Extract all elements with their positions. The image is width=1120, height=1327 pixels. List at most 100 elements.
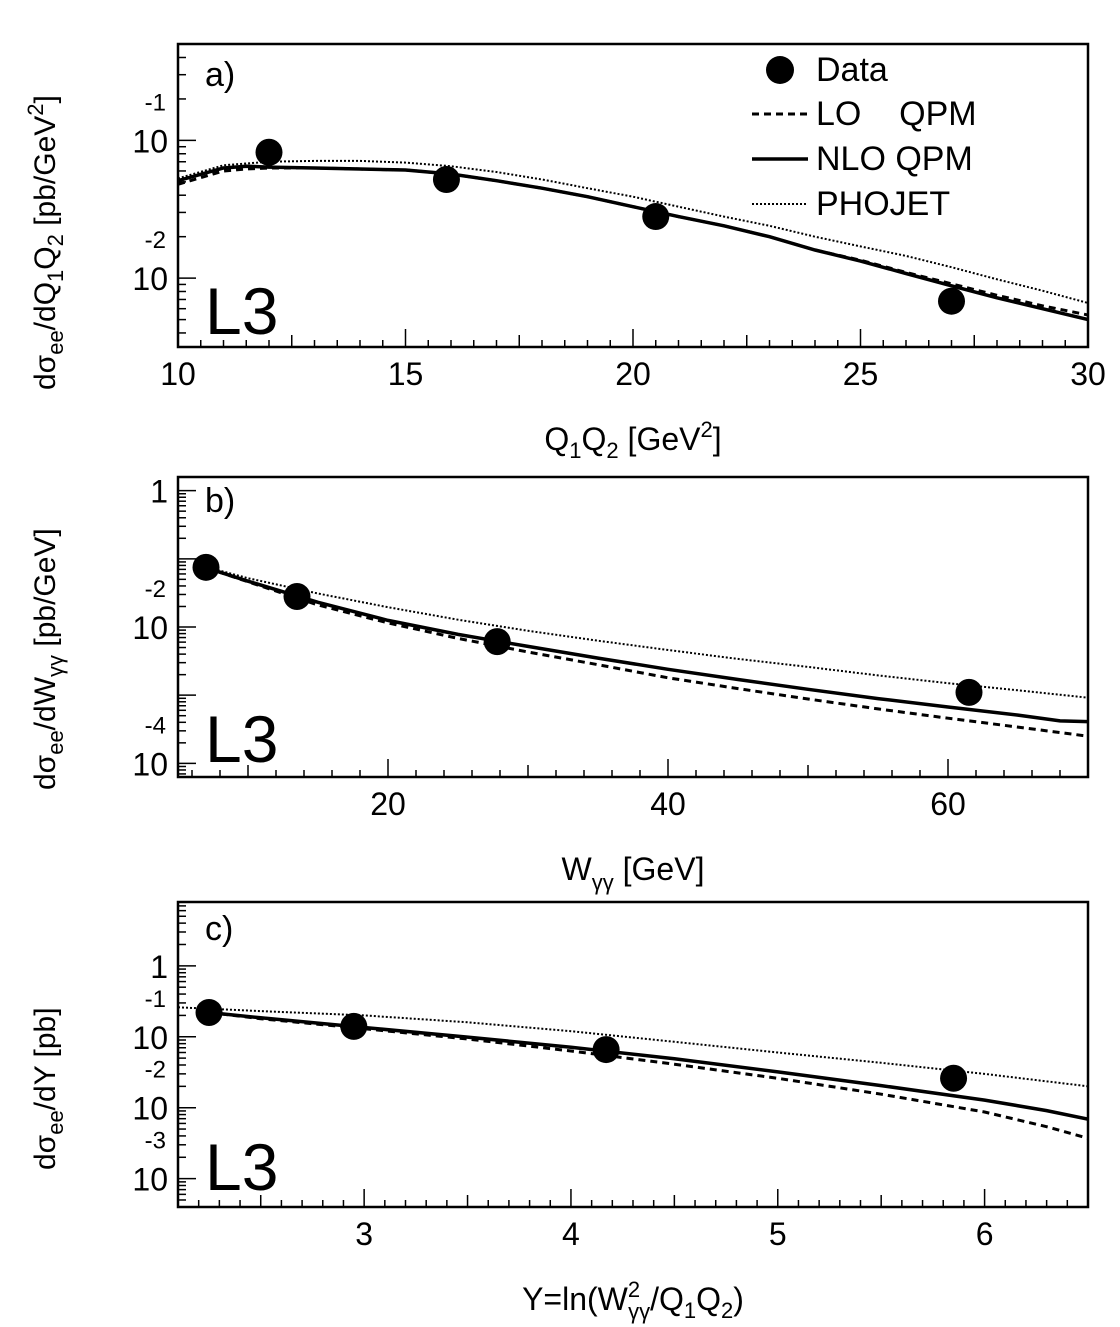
panel-c-y-tick-label: 10-1 bbox=[132, 986, 168, 1056]
panel-a-data-points bbox=[255, 138, 965, 315]
panel-b-y-tick-label: 10-2 bbox=[132, 576, 168, 646]
panel-c-data-point bbox=[340, 1012, 368, 1040]
panel-a-y-tick-label: 10-2 bbox=[132, 227, 168, 297]
panel-b-y-tick-exponent: -2 bbox=[145, 576, 166, 603]
panel-a-curves bbox=[178, 159, 1088, 322]
panel-a-nlo-qpm-curve bbox=[178, 164, 1088, 322]
panel-c-y-tick-base: 10 bbox=[132, 1020, 168, 1056]
panel-b: 20 40 60 110-210-4 b) L3 dσee/dWγγ [pb/GeV… bbox=[29, 474, 1090, 895]
panel-a-x-axis-title: Q1Q2 [GeV2] bbox=[544, 417, 721, 463]
panel-c-y-tick-label: 10-3 bbox=[132, 1128, 168, 1198]
legend-nlo-label: NLO QPM bbox=[816, 140, 973, 178]
panel-b-curves bbox=[205, 565, 1088, 738]
legend-phojet-label: PHOJET bbox=[816, 185, 950, 223]
panel-a-ticks bbox=[177, 43, 1089, 347]
panel-c-y-tick-labels: 110-110-210-3 bbox=[132, 949, 168, 1198]
panel-a-data-marker bbox=[432, 166, 460, 194]
panel-c-data-marker bbox=[940, 1064, 968, 1092]
panel-c-y-tick-base: 10 bbox=[132, 1162, 168, 1198]
panel-b-y-tick-labels: 110-210-4 bbox=[132, 474, 168, 783]
panel-b-nlo-qpm-curve bbox=[205, 566, 1088, 724]
panel-c-data-marker bbox=[592, 1036, 620, 1064]
panel-b-data-point bbox=[283, 583, 311, 611]
panel-b-lo-qpm-curve bbox=[205, 566, 1088, 738]
legend: Data LO QPM NLO QPM PHOJET bbox=[752, 51, 977, 223]
panel-a-y-tick-labels: 10-110-2 bbox=[132, 89, 168, 297]
panel-b-y-tick-base: 10 bbox=[132, 746, 168, 782]
panel-c-nlo-qpm-curve bbox=[208, 1010, 1088, 1121]
panel-b-label: b) bbox=[205, 482, 235, 520]
panel-a-data-point bbox=[642, 203, 670, 231]
panel-a-phojet-curve bbox=[178, 159, 1088, 304]
panel-b-experiment-label: L3 bbox=[205, 702, 278, 776]
panel-a-x-tick-labels: 10 15 20 25 30 bbox=[160, 356, 1106, 392]
panel-c-phojet-curve bbox=[178, 1006, 1088, 1088]
panel-a-label: a) bbox=[205, 56, 235, 94]
panel-c-y-tick-exponent: -3 bbox=[145, 1128, 166, 1155]
panel-a-experiment-label: L3 bbox=[205, 274, 278, 348]
panel-c-x-tick-label: 6 bbox=[976, 1216, 994, 1252]
panel-b-frame bbox=[176, 475, 1090, 779]
panel-c-x-tick-label: 5 bbox=[769, 1216, 787, 1252]
panel-b-data-point bbox=[955, 678, 983, 706]
panel-c-x-tick-labels: 3 4 5 6 bbox=[355, 1216, 993, 1252]
legend-data-marker bbox=[766, 56, 794, 84]
panel-a-y-tick-exponent: -1 bbox=[145, 89, 166, 116]
panel-a-data-point bbox=[255, 138, 283, 166]
panel-b-x-axis-title: Wγγ [GeV] bbox=[562, 851, 705, 895]
panel-b-x-tick-label: 60 bbox=[930, 786, 966, 822]
panel-c-x-tick-label: 3 bbox=[355, 1216, 373, 1252]
panel-b-y-tick-base: 1 bbox=[150, 474, 168, 510]
panel-a-data-marker bbox=[938, 287, 965, 315]
panel-c-y-axis-title: dσee/dY [pb] bbox=[29, 1007, 68, 1170]
panel-c-data-marker bbox=[340, 1012, 368, 1040]
panel-a-data-marker bbox=[642, 203, 670, 231]
panel-a-data-point bbox=[938, 287, 965, 315]
panel-b-data-marker bbox=[955, 678, 983, 706]
panel-b-x-tick-label: 40 bbox=[650, 786, 686, 822]
panel-b-y-tick-label: 1 bbox=[150, 474, 168, 510]
panel-c-label: c) bbox=[205, 910, 233, 948]
panel-b-data-marker bbox=[283, 583, 311, 611]
panel-a-y-tick-base: 10 bbox=[132, 123, 168, 159]
panel-b-phojet-curve bbox=[205, 565, 1088, 699]
panel-b-y-tick-exponent: -4 bbox=[145, 712, 166, 739]
panel-a-x-tick-label: 15 bbox=[388, 356, 424, 392]
panel-b-y-tick-label: 10-4 bbox=[132, 712, 168, 782]
panel-c-ticks bbox=[177, 905, 1089, 1208]
panel-a-y-tick-label: 10-1 bbox=[132, 89, 168, 159]
panel-c-x-axis-title: Y=ln(W2 γγ/Q1Q2) bbox=[522, 1277, 744, 1324]
panel-c-y-tick-exponent: -1 bbox=[145, 986, 166, 1013]
panel-b-data-point bbox=[192, 553, 220, 581]
panel-a: 10 15 20 25 30 10-110-2 a) L3 Data LO QPM NL… bbox=[23, 42, 1106, 463]
panel-a-x-tick-label: 25 bbox=[843, 356, 879, 392]
panel-b-data-marker bbox=[192, 553, 220, 581]
panel-c-data-point bbox=[592, 1036, 620, 1064]
panel-b-y-axis-title: dσee/dWγγ [pb/GeV] bbox=[29, 528, 68, 790]
legend-lo-label: LO QPM bbox=[816, 95, 977, 133]
panel-c-x-tick-label: 4 bbox=[562, 1216, 580, 1252]
panel-a-x-tick-label: 20 bbox=[615, 356, 651, 392]
panel-c-data-point bbox=[195, 998, 223, 1026]
panel-b-ticks bbox=[178, 489, 1089, 777]
panel-b-y-tick-base: 10 bbox=[132, 610, 168, 646]
panel-b-data-point bbox=[483, 628, 511, 656]
panel-c-y-tick-label: 10-2 bbox=[132, 1057, 168, 1127]
panel-b-data-marker bbox=[483, 628, 511, 656]
panel-c-y-tick-base: 10 bbox=[132, 1091, 168, 1127]
panel-b-data-points bbox=[192, 553, 983, 706]
legend-data-label: Data bbox=[816, 51, 888, 89]
panel-c-data-marker bbox=[195, 998, 223, 1026]
panel-b-x-tick-labels: 20 40 60 bbox=[370, 786, 966, 822]
panel-c-y-tick-exponent: -2 bbox=[145, 1057, 166, 1084]
panel-b-x-tick-label: 20 bbox=[370, 786, 406, 822]
panel-a-data-point bbox=[432, 166, 460, 194]
panel-c-experiment-label: L3 bbox=[205, 1130, 278, 1204]
panel-c-y-tick-label: 1 bbox=[150, 949, 168, 985]
panel-c-data-points bbox=[195, 998, 968, 1092]
panel-a-y-axis-title: dσee/dQ1Q2 [pb/GeV2] bbox=[23, 95, 68, 390]
panel-c-curves bbox=[178, 1006, 1088, 1140]
panel-c-data-point bbox=[940, 1064, 968, 1092]
